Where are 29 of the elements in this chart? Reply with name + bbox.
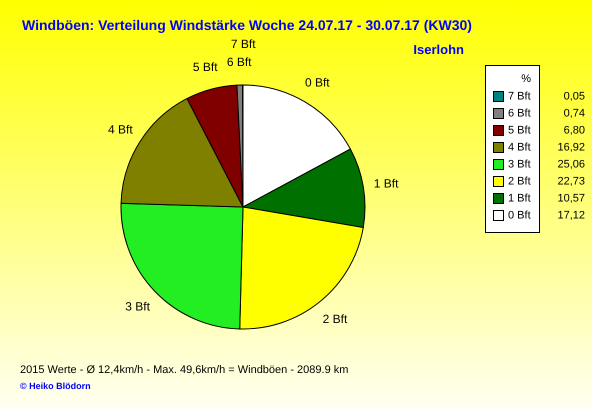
slice-label: 1 Bft (374, 176, 400, 190)
chart-title: Windböen: Verteilung Windstärke Woche 24.07.17 - 30.07.17 (KW30) (22, 17, 472, 33)
legend-label: 3 Bft (508, 158, 531, 170)
legend-label: 1 Bft (508, 192, 531, 204)
legend-label: 7 Bft (508, 90, 531, 102)
legend-label: 6 Bft (508, 108, 531, 120)
data-label: 25,06 (557, 158, 585, 170)
slice-label: 3 Bft (125, 300, 151, 314)
data-label: 0,05 (564, 90, 585, 102)
slice-label: 5 Bft (192, 60, 218, 74)
legend-label: 2 Bft (508, 176, 531, 188)
legend-title: % (521, 73, 532, 85)
slice-label: 7 Bft (230, 37, 256, 51)
legend-label: 5 Bft (508, 124, 531, 136)
legend-label: 0 Bft (508, 210, 531, 222)
data-label: 0,74 (564, 108, 585, 120)
text: © Heiko Blödorn (20, 381, 91, 391)
data-label: 10,57 (557, 192, 585, 204)
slice-label: 0 Bft (304, 75, 330, 90)
slice-label: 4 Bft (108, 122, 134, 137)
text: 2015 Werte - Ø 12,4km/h - Max. 49,6km/h = Windböen - 2089.9 km (20, 364, 348, 376)
data-label: 6,80 (564, 124, 585, 136)
data-label: 17,12 (557, 210, 585, 222)
slice-label: 2 Bft (322, 312, 348, 326)
chart-subtitle: Iserlohn (413, 42, 464, 57)
slice-label: 6 Bft (226, 55, 252, 70)
data-label: 22,73 (557, 176, 585, 188)
data-label: 16,92 (557, 142, 585, 154)
legend-label: 4 Bft (508, 142, 531, 154)
